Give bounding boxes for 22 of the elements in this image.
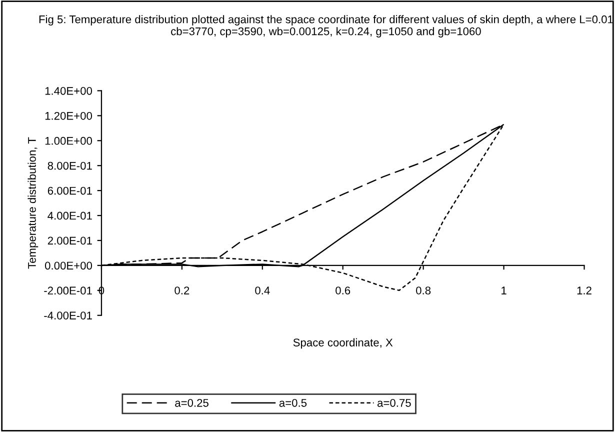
x-tick-label: 1.2 <box>577 286 592 294</box>
x-axis-title: Space coordinate, X <box>293 338 393 349</box>
y-tick-label: 4.00E-01 <box>48 212 92 220</box>
y-tick-label: -2.00E-01 <box>44 286 92 295</box>
x-tick-label: 0.6 <box>336 286 350 294</box>
legend-label: a=0.5 <box>279 398 307 407</box>
y-tick-label: 1.40E+00 <box>45 86 92 95</box>
y-tick-label: 6.00E-01 <box>48 186 92 195</box>
y-tick-label: 1.20E+00 <box>45 112 92 120</box>
x-tick-label: 0.2 <box>174 286 190 294</box>
x-tick-label: 1 <box>502 286 506 294</box>
y-tick-label: 1.00E+00 <box>45 136 92 145</box>
y-tick-label: 0.00E+00 <box>45 262 92 270</box>
legend-label: a=0.75 <box>378 398 411 407</box>
y-tick-label: 2.00E-01 <box>48 236 92 245</box>
chart-title: Fig 5: Temperature distribution plotted against the space coordinate for different values of skin depth, a where L=0.01 cb=3770, cp=3590, wb=0.00125, k=0.24, g=1050 and gb=1060 <box>39 15 613 38</box>
legend-label: a=0.25 <box>175 398 208 407</box>
y-axis-title: Temperature distribution, T <box>28 137 38 269</box>
y-tick-label: 8.00E-01 <box>48 162 92 170</box>
y-tick-label: -4.00E-01 <box>44 312 92 320</box>
x-tick-label: 0.8 <box>416 286 431 294</box>
x-tick-label: 0.4 <box>255 286 270 294</box>
